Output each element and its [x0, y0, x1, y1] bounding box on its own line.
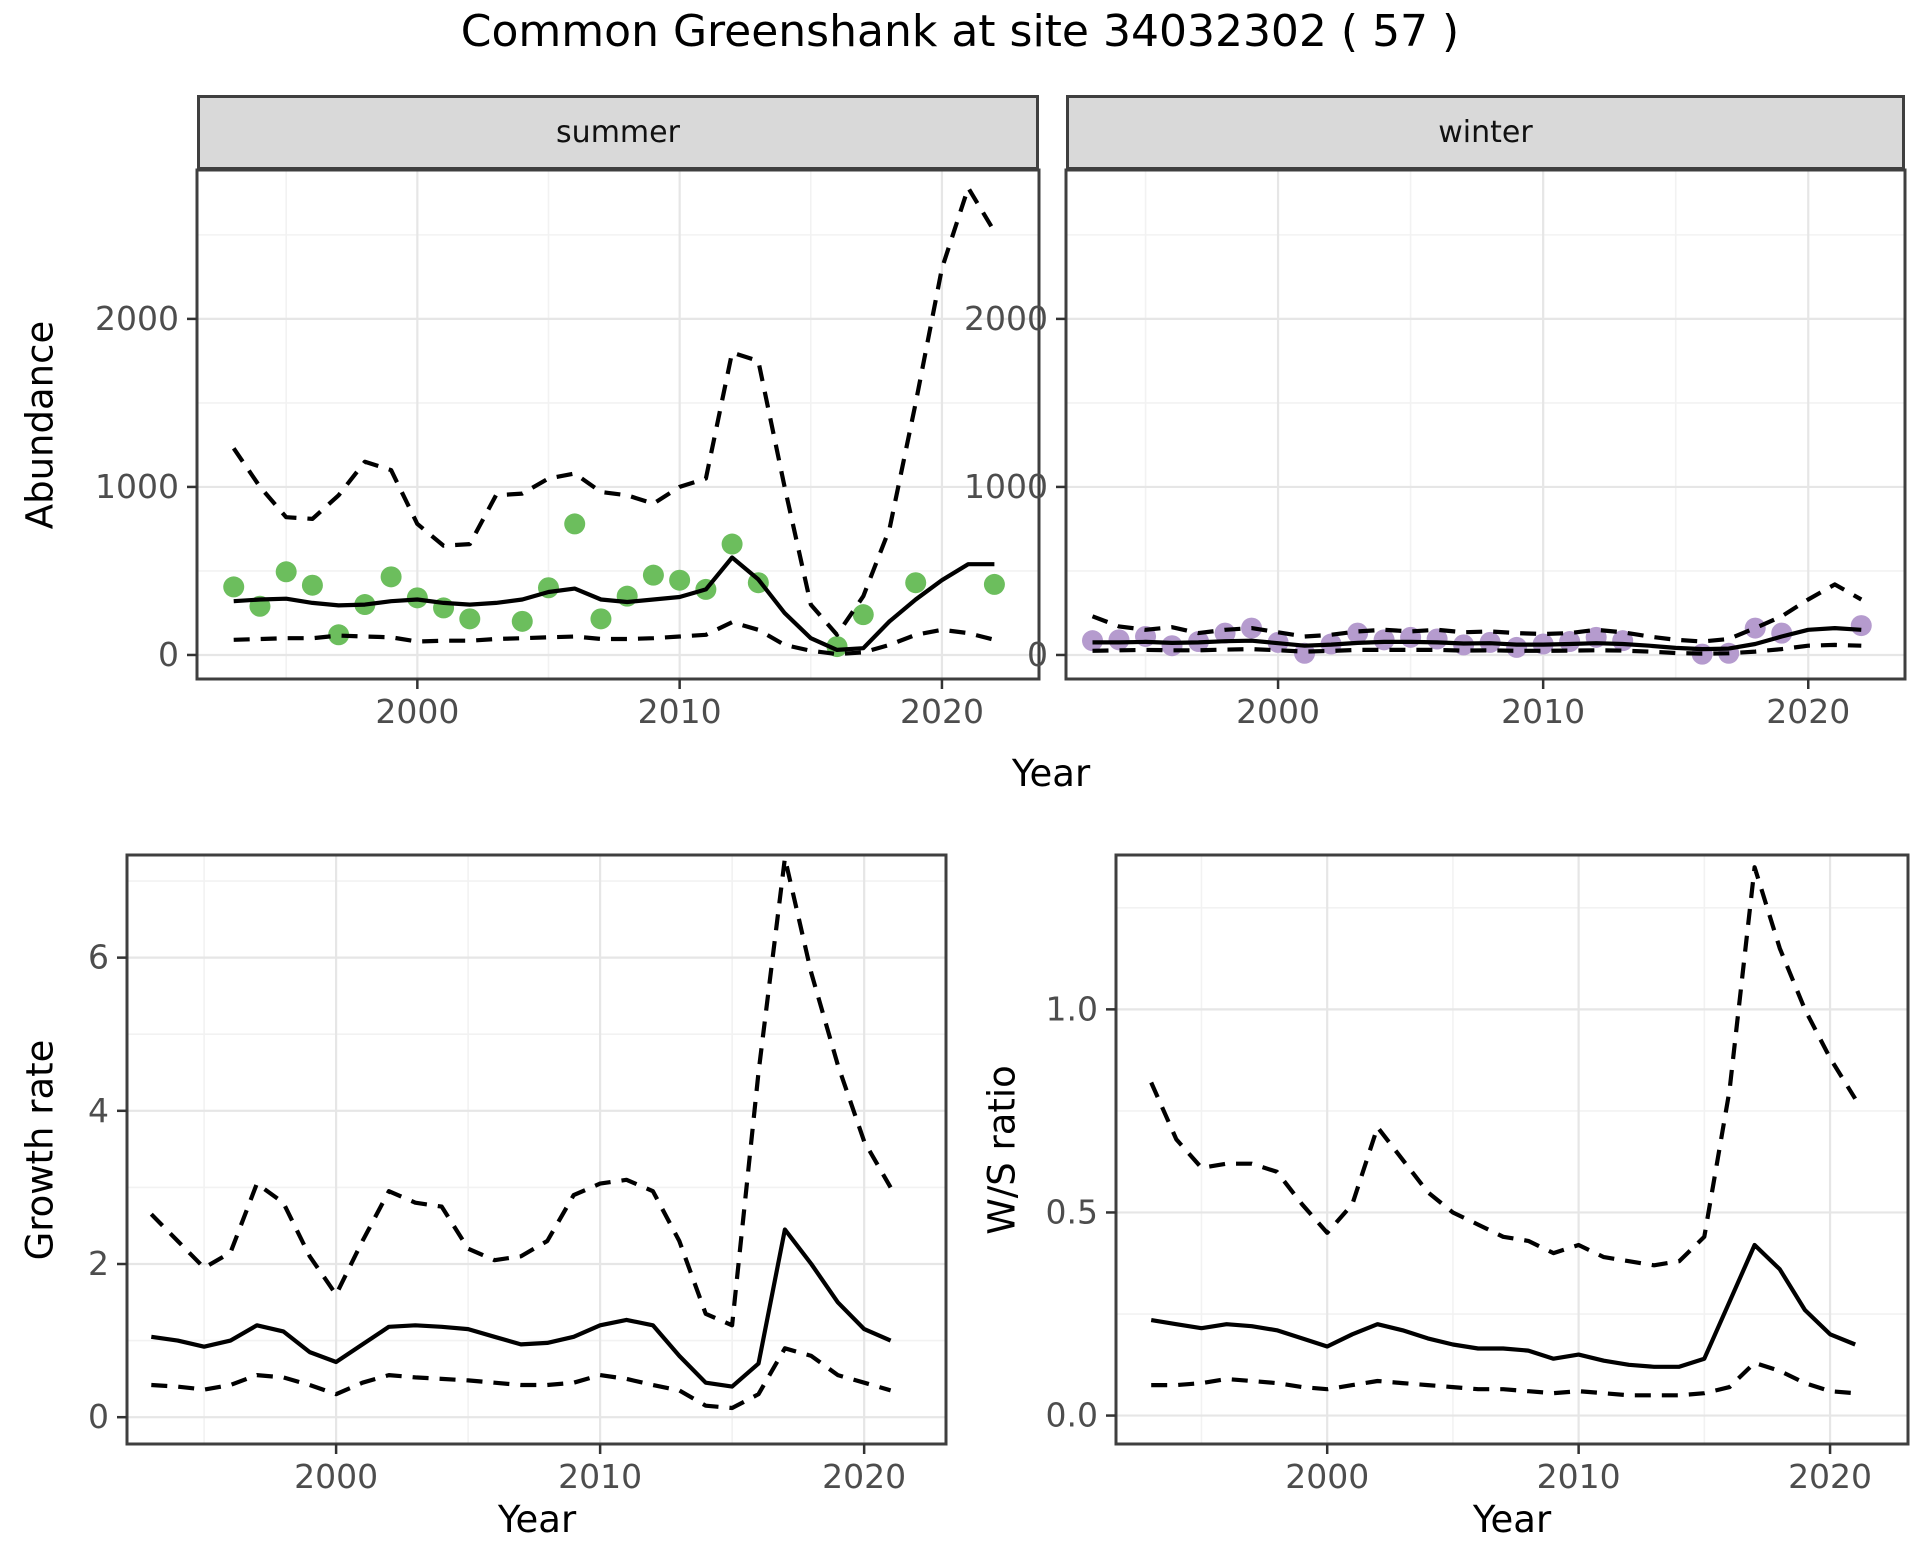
abundance-summer-ci-lower — [233, 620, 995, 657]
svg-text:2000: 2000 — [1285, 1457, 1369, 1496]
svg-text:0.5: 0.5 — [1046, 1192, 1098, 1231]
y-axis-label-abundance: Abundance — [18, 320, 62, 530]
growth-rate-ci-lower — [151, 1346, 892, 1411]
abundance-summer-ci-upper — [231, 185, 997, 637]
svg-text:0: 0 — [88, 1397, 109, 1436]
growth-rate-ci-upper — [149, 856, 893, 1328]
abundance-winter-modelled-mean — [1092, 626, 1862, 652]
x-axis-label-year-top: Year — [1011, 752, 1091, 795]
svg-text:2020: 2020 — [1788, 1457, 1872, 1496]
facet-strip-summer: summer — [197, 95, 1039, 170]
svg-text:1000: 1000 — [95, 467, 179, 506]
svg-text:1000: 1000 — [964, 467, 1048, 506]
abundance-winter-observed-counts — [1082, 615, 1872, 665]
svg-text:2010: 2010 — [1501, 692, 1585, 731]
svg-text:1.0: 1.0 — [1046, 989, 1098, 1028]
ws-ratio-ci-lower — [1151, 1360, 1856, 1398]
svg-text:2000: 2000 — [375, 692, 459, 731]
facet-strip-winter-label: winter — [1438, 115, 1533, 150]
svg-text:4: 4 — [88, 1091, 109, 1130]
svg-text:2020: 2020 — [822, 1457, 906, 1496]
abundance-summer-modelled-mean — [233, 555, 995, 652]
y-axis-label-ws-ratio: W/S ratio — [980, 1065, 1024, 1235]
x-axis-label-year-bottom-left: Year — [497, 1498, 577, 1541]
page-title: Common Greenshank at site 34032302 ( 57 … — [460, 6, 1460, 57]
panel-growth-rate: 2000 2010 2020 0 2 4 6 — [88, 853, 948, 1496]
svg-text:2000: 2000 — [294, 1457, 378, 1496]
facet-strip-winter: winter — [1066, 95, 1905, 170]
svg-text:2020: 2020 — [900, 692, 984, 731]
abundance-winter-ci-upper — [1091, 582, 1863, 644]
facet-strip-summer-label: summer — [556, 115, 680, 150]
svg-text:2020: 2020 — [1766, 692, 1850, 731]
svg-text:2000: 2000 — [964, 299, 1048, 338]
svg-text:0: 0 — [158, 635, 179, 674]
svg-text:2010: 2010 — [1537, 1457, 1621, 1496]
svg-text:2010: 2010 — [558, 1457, 642, 1496]
abundance-winter-ci-lower — [1092, 642, 1862, 656]
svg-text:0.0: 0.0 — [1046, 1396, 1098, 1435]
svg-text:2: 2 — [88, 1244, 109, 1283]
ws-ratio-modelled-mean — [1150, 1242, 1856, 1369]
svg-text:2010: 2010 — [638, 692, 722, 731]
svg-text:6: 6 — [88, 938, 109, 977]
panel-abundance-summer: 2000 2010 2020 0 1000 2000 — [95, 168, 1041, 731]
svg-text:2000: 2000 — [1236, 692, 1320, 731]
growth-rate-modelled-mean — [151, 1227, 892, 1389]
panel-ws-ratio: 2000 2010 2020 0.0 0.5 1.0 — [1046, 853, 1910, 1496]
y-axis-label-growth-rate: Growth rate — [18, 1039, 62, 1261]
svg-text:2000: 2000 — [95, 299, 179, 338]
x-axis-label-year-bottom-right: Year — [1472, 1498, 1552, 1541]
panel-abundance-winter: 2000 2010 2020 0 1000 2000 — [964, 168, 1907, 731]
ws-ratio-ci-upper — [1149, 865, 1857, 1268]
svg-text:0: 0 — [1027, 635, 1048, 674]
